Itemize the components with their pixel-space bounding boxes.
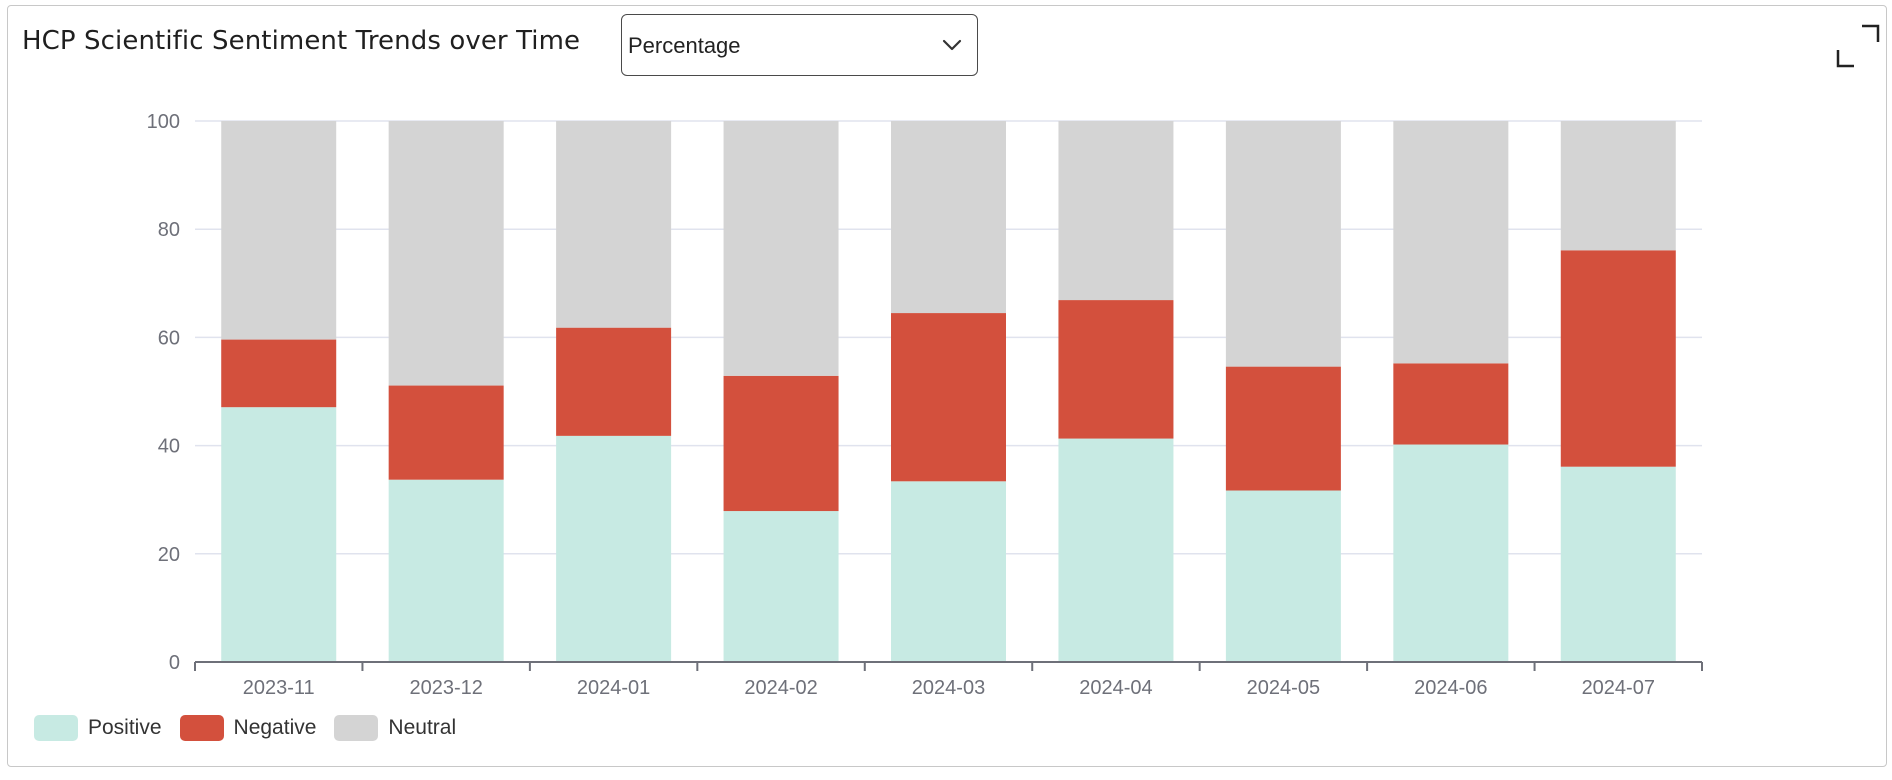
x-axis-ticks: 2023-11 2023-12 2024-01 2024-02 2024-03 2024-… bbox=[243, 677, 1655, 699]
x-tick-label: 2024-05 bbox=[1247, 677, 1320, 699]
bar-positive-2024-01[interactable] bbox=[556, 435, 672, 662]
chart-title: HCP Scientific Sentiment Trends over Tim… bbox=[22, 26, 581, 56]
expand-icon[interactable] bbox=[1834, 22, 1882, 70]
stacked-bar-chart: 0 20 40 60 80 100 2023-11 2023-12 2024-01 2024-0… bbox=[147, 111, 1703, 699]
mode-select-value: Percentage bbox=[628, 33, 741, 58]
x-tick-label: 2023-11 bbox=[243, 677, 315, 699]
x-tick-label: 2024-07 bbox=[1582, 677, 1655, 699]
bar-positive-2024-07[interactable] bbox=[1560, 466, 1676, 662]
bar-neutral-2023-11[interactable] bbox=[221, 121, 337, 340]
bar-negative-2024-05[interactable] bbox=[1225, 366, 1341, 491]
bar-positive-2024-03[interactable] bbox=[891, 481, 1006, 662]
chevron-down-icon bbox=[942, 39, 962, 51]
y-axis-ticks: 0 20 40 60 80 100 bbox=[147, 111, 180, 674]
legend-swatch bbox=[334, 715, 379, 741]
bar-neutral-2024-02[interactable] bbox=[723, 121, 839, 376]
x-tick-label: 2024-03 bbox=[912, 677, 985, 699]
bar-negative-2024-06[interactable] bbox=[1393, 363, 1509, 445]
x-axis bbox=[194, 661, 1703, 671]
bar-neutral-2024-03[interactable] bbox=[891, 121, 1006, 314]
legend-item-neutral[interactable]: Neutral bbox=[334, 715, 456, 741]
bars bbox=[221, 121, 1676, 662]
legend-swatch bbox=[179, 715, 224, 741]
bar-positive-2024-02[interactable] bbox=[723, 511, 839, 662]
y-tick-label: 20 bbox=[158, 544, 180, 566]
bar-positive-2023-11[interactable] bbox=[221, 407, 337, 662]
bar-negative-2023-12[interactable] bbox=[388, 385, 504, 480]
bar-positive-2024-05[interactable] bbox=[1225, 490, 1341, 662]
x-tick-label: 2024-02 bbox=[744, 677, 817, 699]
bar-negative-2024-01[interactable] bbox=[556, 327, 672, 436]
legend-item-positive[interactable]: Positive bbox=[34, 715, 162, 741]
legend-swatch bbox=[34, 715, 78, 741]
bar-neutral-2023-12[interactable] bbox=[388, 121, 504, 386]
bar-negative-2023-11[interactable] bbox=[221, 339, 337, 408]
bar-negative-2024-02[interactable] bbox=[723, 375, 839, 512]
bar-neutral-2024-04[interactable] bbox=[1058, 121, 1174, 301]
x-tick-label: 2024-06 bbox=[1414, 677, 1487, 699]
legend-label: Neutral bbox=[388, 716, 457, 739]
y-tick-label: 60 bbox=[158, 327, 180, 349]
bar-positive-2023-12[interactable] bbox=[388, 479, 504, 662]
bar-negative-2024-03[interactable] bbox=[891, 313, 1006, 482]
legend-label: Positive bbox=[88, 716, 162, 739]
y-tick-label: 40 bbox=[158, 436, 180, 458]
mode-select[interactable]: Percentage bbox=[621, 14, 978, 76]
bar-neutral-2024-06[interactable] bbox=[1393, 121, 1509, 364]
bar-neutral-2024-01[interactable] bbox=[556, 121, 672, 328]
legend-item-negative[interactable]: Negative bbox=[179, 715, 317, 741]
legend: Positive Negative Neutral bbox=[34, 714, 474, 742]
bar-neutral-2024-05[interactable] bbox=[1225, 121, 1341, 367]
bar-positive-2024-06[interactable] bbox=[1393, 444, 1509, 662]
bar-negative-2024-04[interactable] bbox=[1058, 300, 1174, 439]
y-tick-label: 0 bbox=[169, 652, 180, 674]
bar-positive-2024-04[interactable] bbox=[1058, 438, 1174, 662]
legend-label: Negative bbox=[233, 716, 317, 739]
bar-negative-2024-07[interactable] bbox=[1560, 250, 1676, 467]
x-tick-label: 2024-04 bbox=[1079, 677, 1152, 699]
x-tick-label: 2023-12 bbox=[409, 677, 482, 699]
y-tick-label: 80 bbox=[158, 219, 180, 241]
y-tick-label: 100 bbox=[147, 111, 180, 133]
bar-neutral-2024-07[interactable] bbox=[1560, 121, 1676, 251]
x-tick-label: 2024-01 bbox=[577, 677, 650, 699]
